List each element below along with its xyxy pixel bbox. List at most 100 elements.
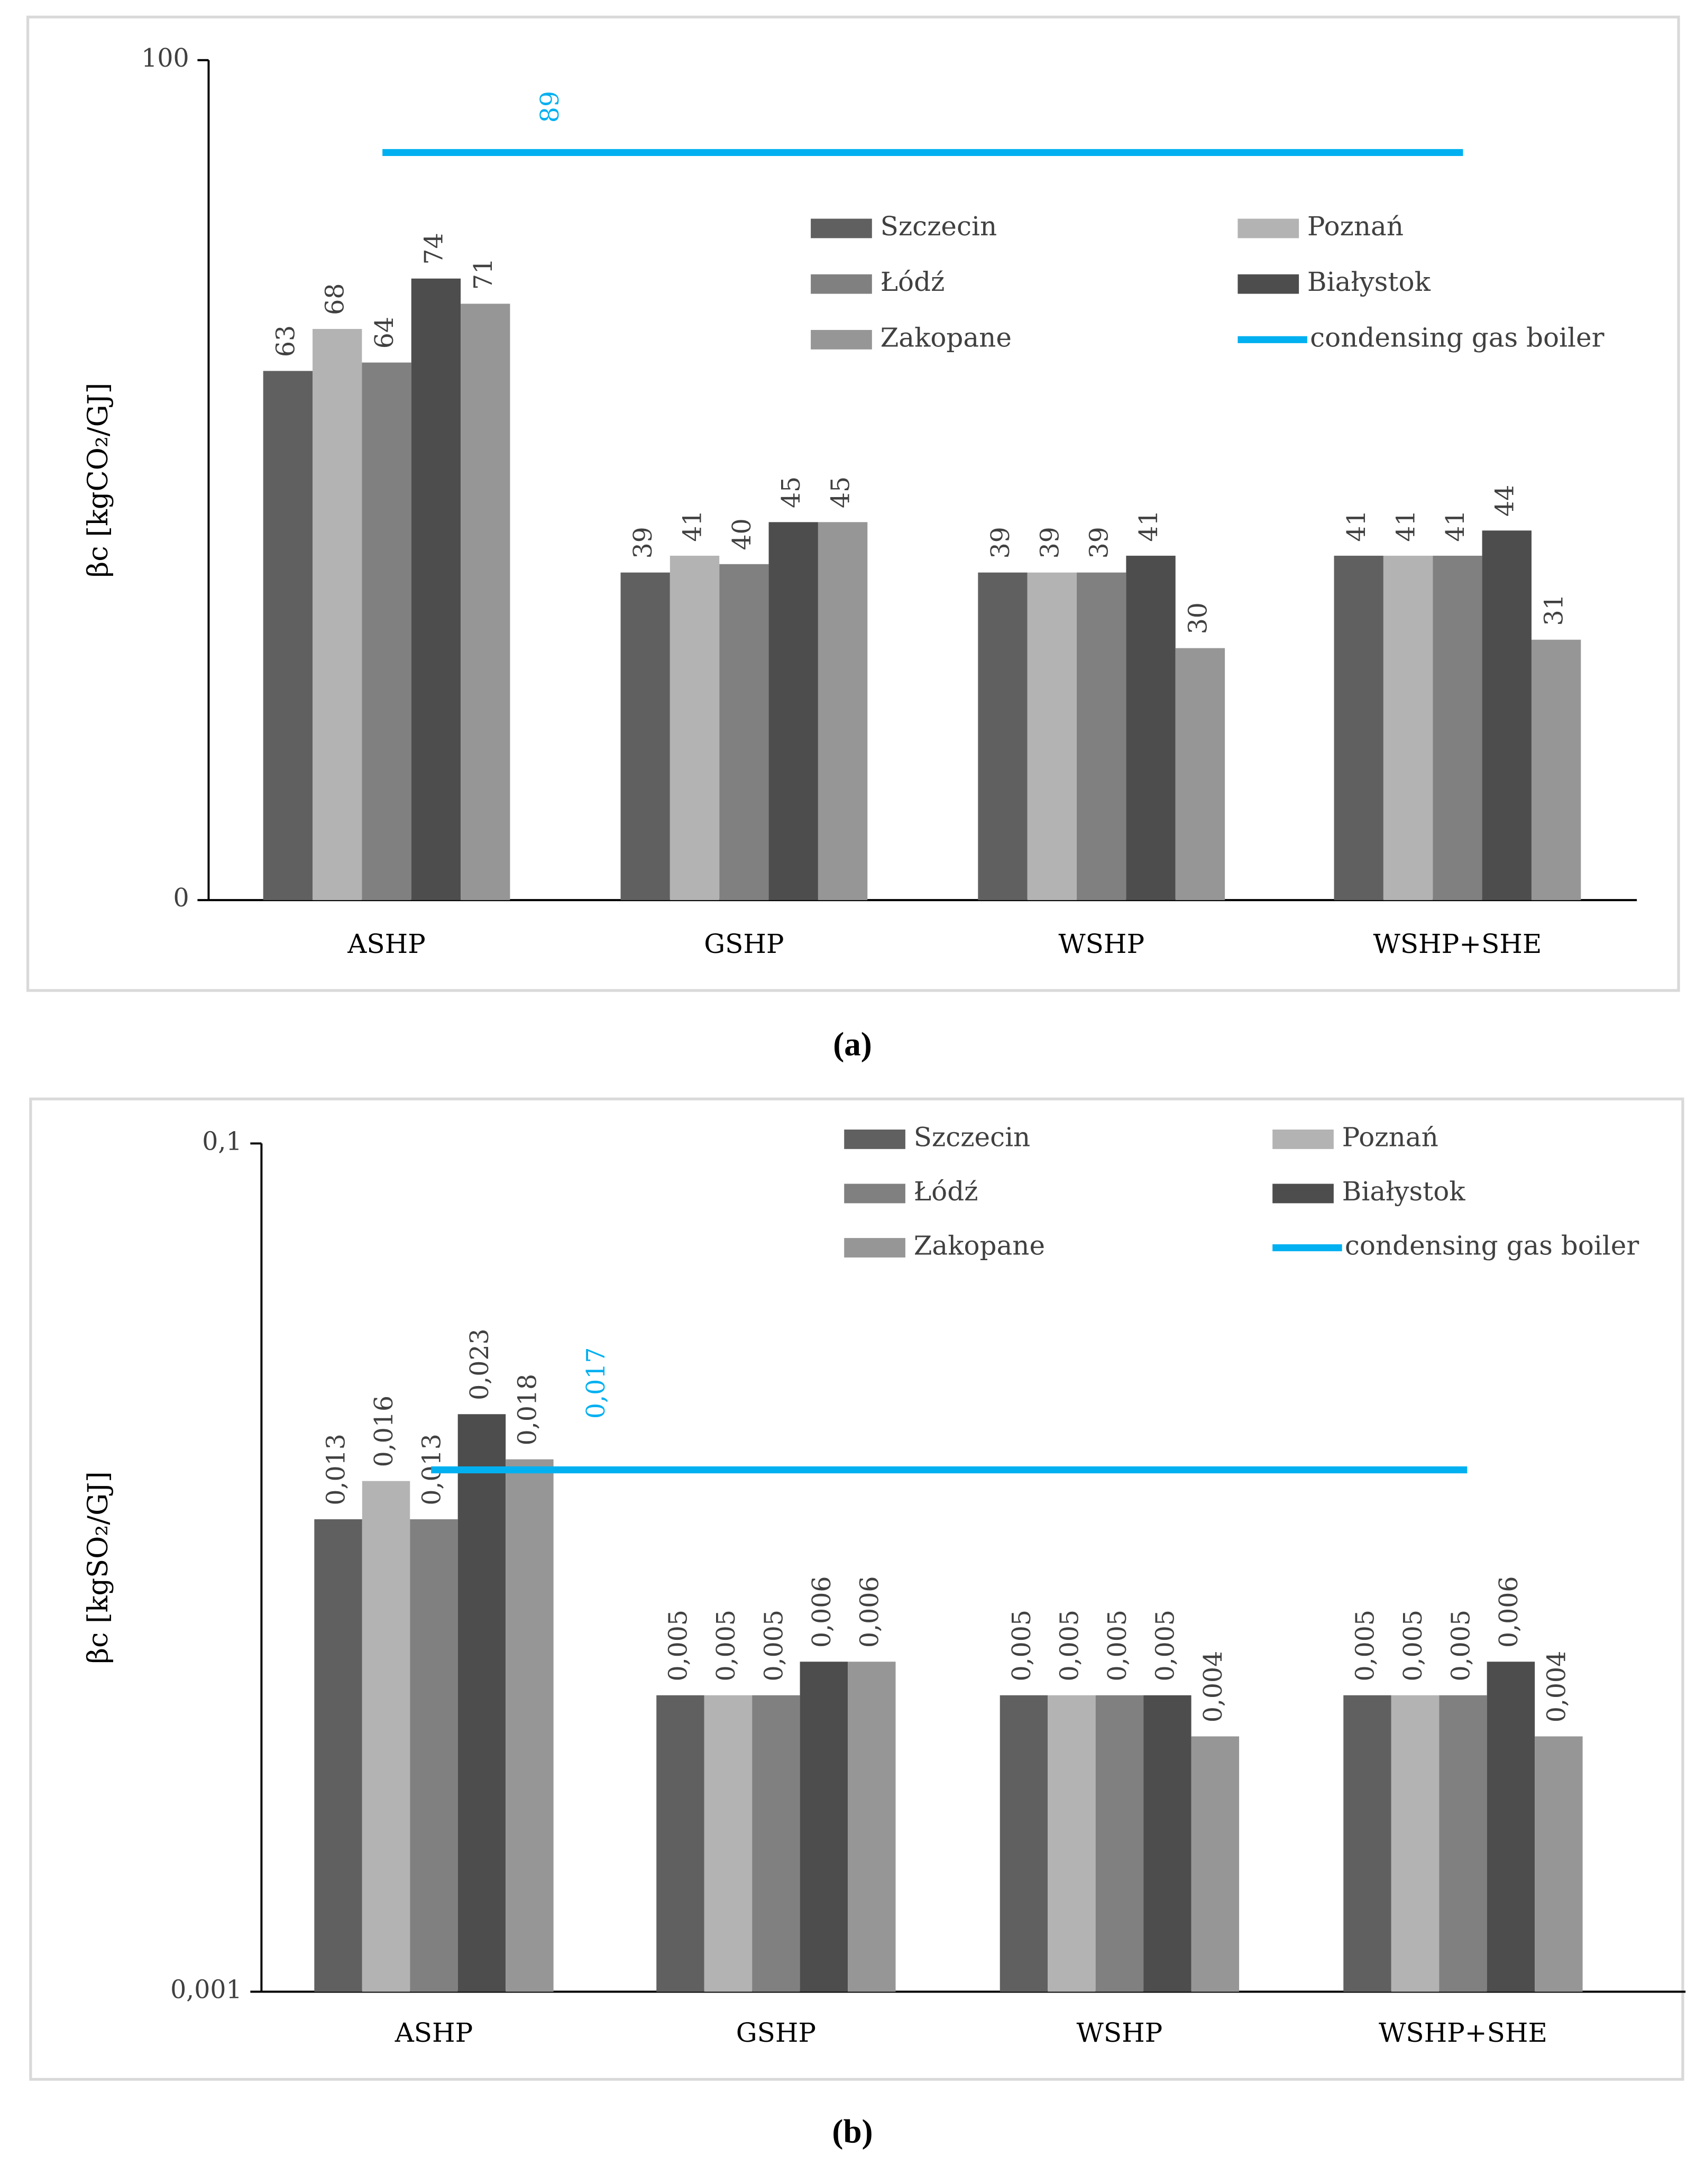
y-axis-label: βc [kgCO₂/GJ]: [82, 383, 114, 577]
bar: [461, 304, 510, 901]
bar: [768, 522, 818, 901]
bar: [1077, 572, 1126, 901]
reference-label: 89: [536, 91, 565, 123]
value-label: 0,006: [1495, 1576, 1524, 1648]
value-label: 0,005: [1103, 1610, 1132, 1682]
value-label: 71: [469, 258, 498, 290]
bar: [1175, 648, 1225, 901]
y-tick-label: 0: [173, 884, 189, 913]
legend-label: condensing gas boiler: [1345, 1231, 1639, 1261]
x-tick-label: WSHP+SHE: [1379, 2017, 1547, 2048]
value-label: 0,013: [322, 1434, 351, 1506]
value-label: 39: [986, 527, 1015, 558]
legend-label: Białystok: [1342, 1176, 1466, 1207]
frame-a: [26, 15, 1680, 992]
value-label: 0,005: [1399, 1610, 1428, 1682]
bar: [1439, 1695, 1487, 1992]
x-tick-label: GSHP: [736, 2017, 816, 2048]
bar: [362, 1481, 410, 1992]
bar: [656, 1695, 704, 1992]
value-label: 68: [321, 283, 350, 315]
value-label: 40: [728, 518, 757, 550]
bar: [1391, 1695, 1440, 1992]
y-axis-label: βc [kgSO₂/GJ]: [82, 1471, 114, 1664]
bar: [1343, 1695, 1391, 1992]
value-label: 0,005: [1151, 1610, 1180, 1682]
legend-label: Zakopane: [881, 322, 1012, 353]
bar: [670, 555, 720, 901]
value-label: 39: [1035, 527, 1065, 558]
bar: [752, 1695, 800, 1992]
x-tick-label: GSHP: [704, 929, 784, 959]
bar: [313, 329, 362, 901]
legend-label: Łódź: [881, 267, 945, 297]
bar: [1535, 1736, 1583, 1992]
bar: [704, 1695, 753, 1992]
legend-label: Łódź: [914, 1176, 978, 1207]
value-label: 30: [1184, 602, 1213, 634]
bar: [314, 1519, 362, 1992]
value-label: 0,018: [513, 1374, 542, 1446]
bar: [263, 371, 313, 901]
bar: [1191, 1736, 1240, 1992]
x-tick-label: WSHP: [1058, 929, 1144, 959]
y-tick-label: 0,1: [202, 1127, 242, 1156]
value-label: 0,006: [855, 1576, 884, 1648]
bar: [1000, 1695, 1048, 1992]
bar: [1383, 555, 1433, 901]
bar: [362, 362, 411, 901]
bar: [1143, 1695, 1191, 1992]
value-label: 0,005: [712, 1610, 741, 1682]
value-label: 41: [1342, 510, 1371, 542]
bar: [800, 1662, 848, 1992]
reference-label: 0,017: [582, 1347, 611, 1418]
value-label: 45: [777, 476, 806, 508]
value-label: 0,004: [1542, 1651, 1571, 1723]
value-label: 39: [629, 527, 658, 558]
value-label: 31: [1540, 594, 1569, 626]
caption: (b): [832, 2113, 873, 2150]
legend-swatch: [844, 1238, 905, 1258]
value-label: 41: [1392, 510, 1421, 542]
bar: [620, 572, 670, 901]
value-label: 45: [827, 476, 856, 508]
bar: [848, 1662, 896, 1992]
bar: [1027, 572, 1077, 901]
legend-swatch: [811, 218, 872, 238]
legend-swatch: [1272, 1130, 1334, 1149]
bar: [457, 1414, 506, 1992]
value-label: 0,005: [1351, 1610, 1380, 1682]
y-tick-label: 0,001: [170, 1975, 242, 2004]
value-label: 0,006: [808, 1576, 837, 1648]
bar: [978, 572, 1028, 901]
value-label: 39: [1085, 527, 1114, 558]
legend-label: Poznań: [1307, 211, 1404, 242]
bar: [1531, 639, 1581, 901]
legend-label: Szczecin: [881, 211, 997, 242]
legend-swatch: [1238, 218, 1299, 238]
legend-swatch: [1238, 274, 1299, 294]
frame-b: [29, 1097, 1684, 2081]
bar: [411, 278, 461, 901]
legend-swatch: [844, 1130, 905, 1149]
value-label: 41: [679, 510, 708, 542]
caption: (a): [833, 1025, 872, 1062]
y-tick-label: 100: [141, 44, 189, 73]
bar: [1433, 555, 1482, 901]
bar: [506, 1459, 554, 1992]
legend-label: Poznań: [1342, 1122, 1438, 1152]
value-label: 0,004: [1199, 1651, 1228, 1723]
bar: [719, 564, 769, 901]
value-label: 0,005: [1007, 1610, 1037, 1682]
legend-label: Szczecin: [914, 1122, 1031, 1152]
x-tick-label: ASHP: [347, 929, 425, 959]
bar: [1482, 530, 1532, 901]
legend-swatch: [811, 274, 872, 294]
legend-label: Białystok: [1307, 267, 1431, 297]
bar: [818, 522, 868, 901]
value-label: 0,005: [1055, 1610, 1084, 1682]
legend-swatch: [1272, 1183, 1334, 1204]
x-tick-label: WSHP: [1077, 2017, 1163, 2048]
